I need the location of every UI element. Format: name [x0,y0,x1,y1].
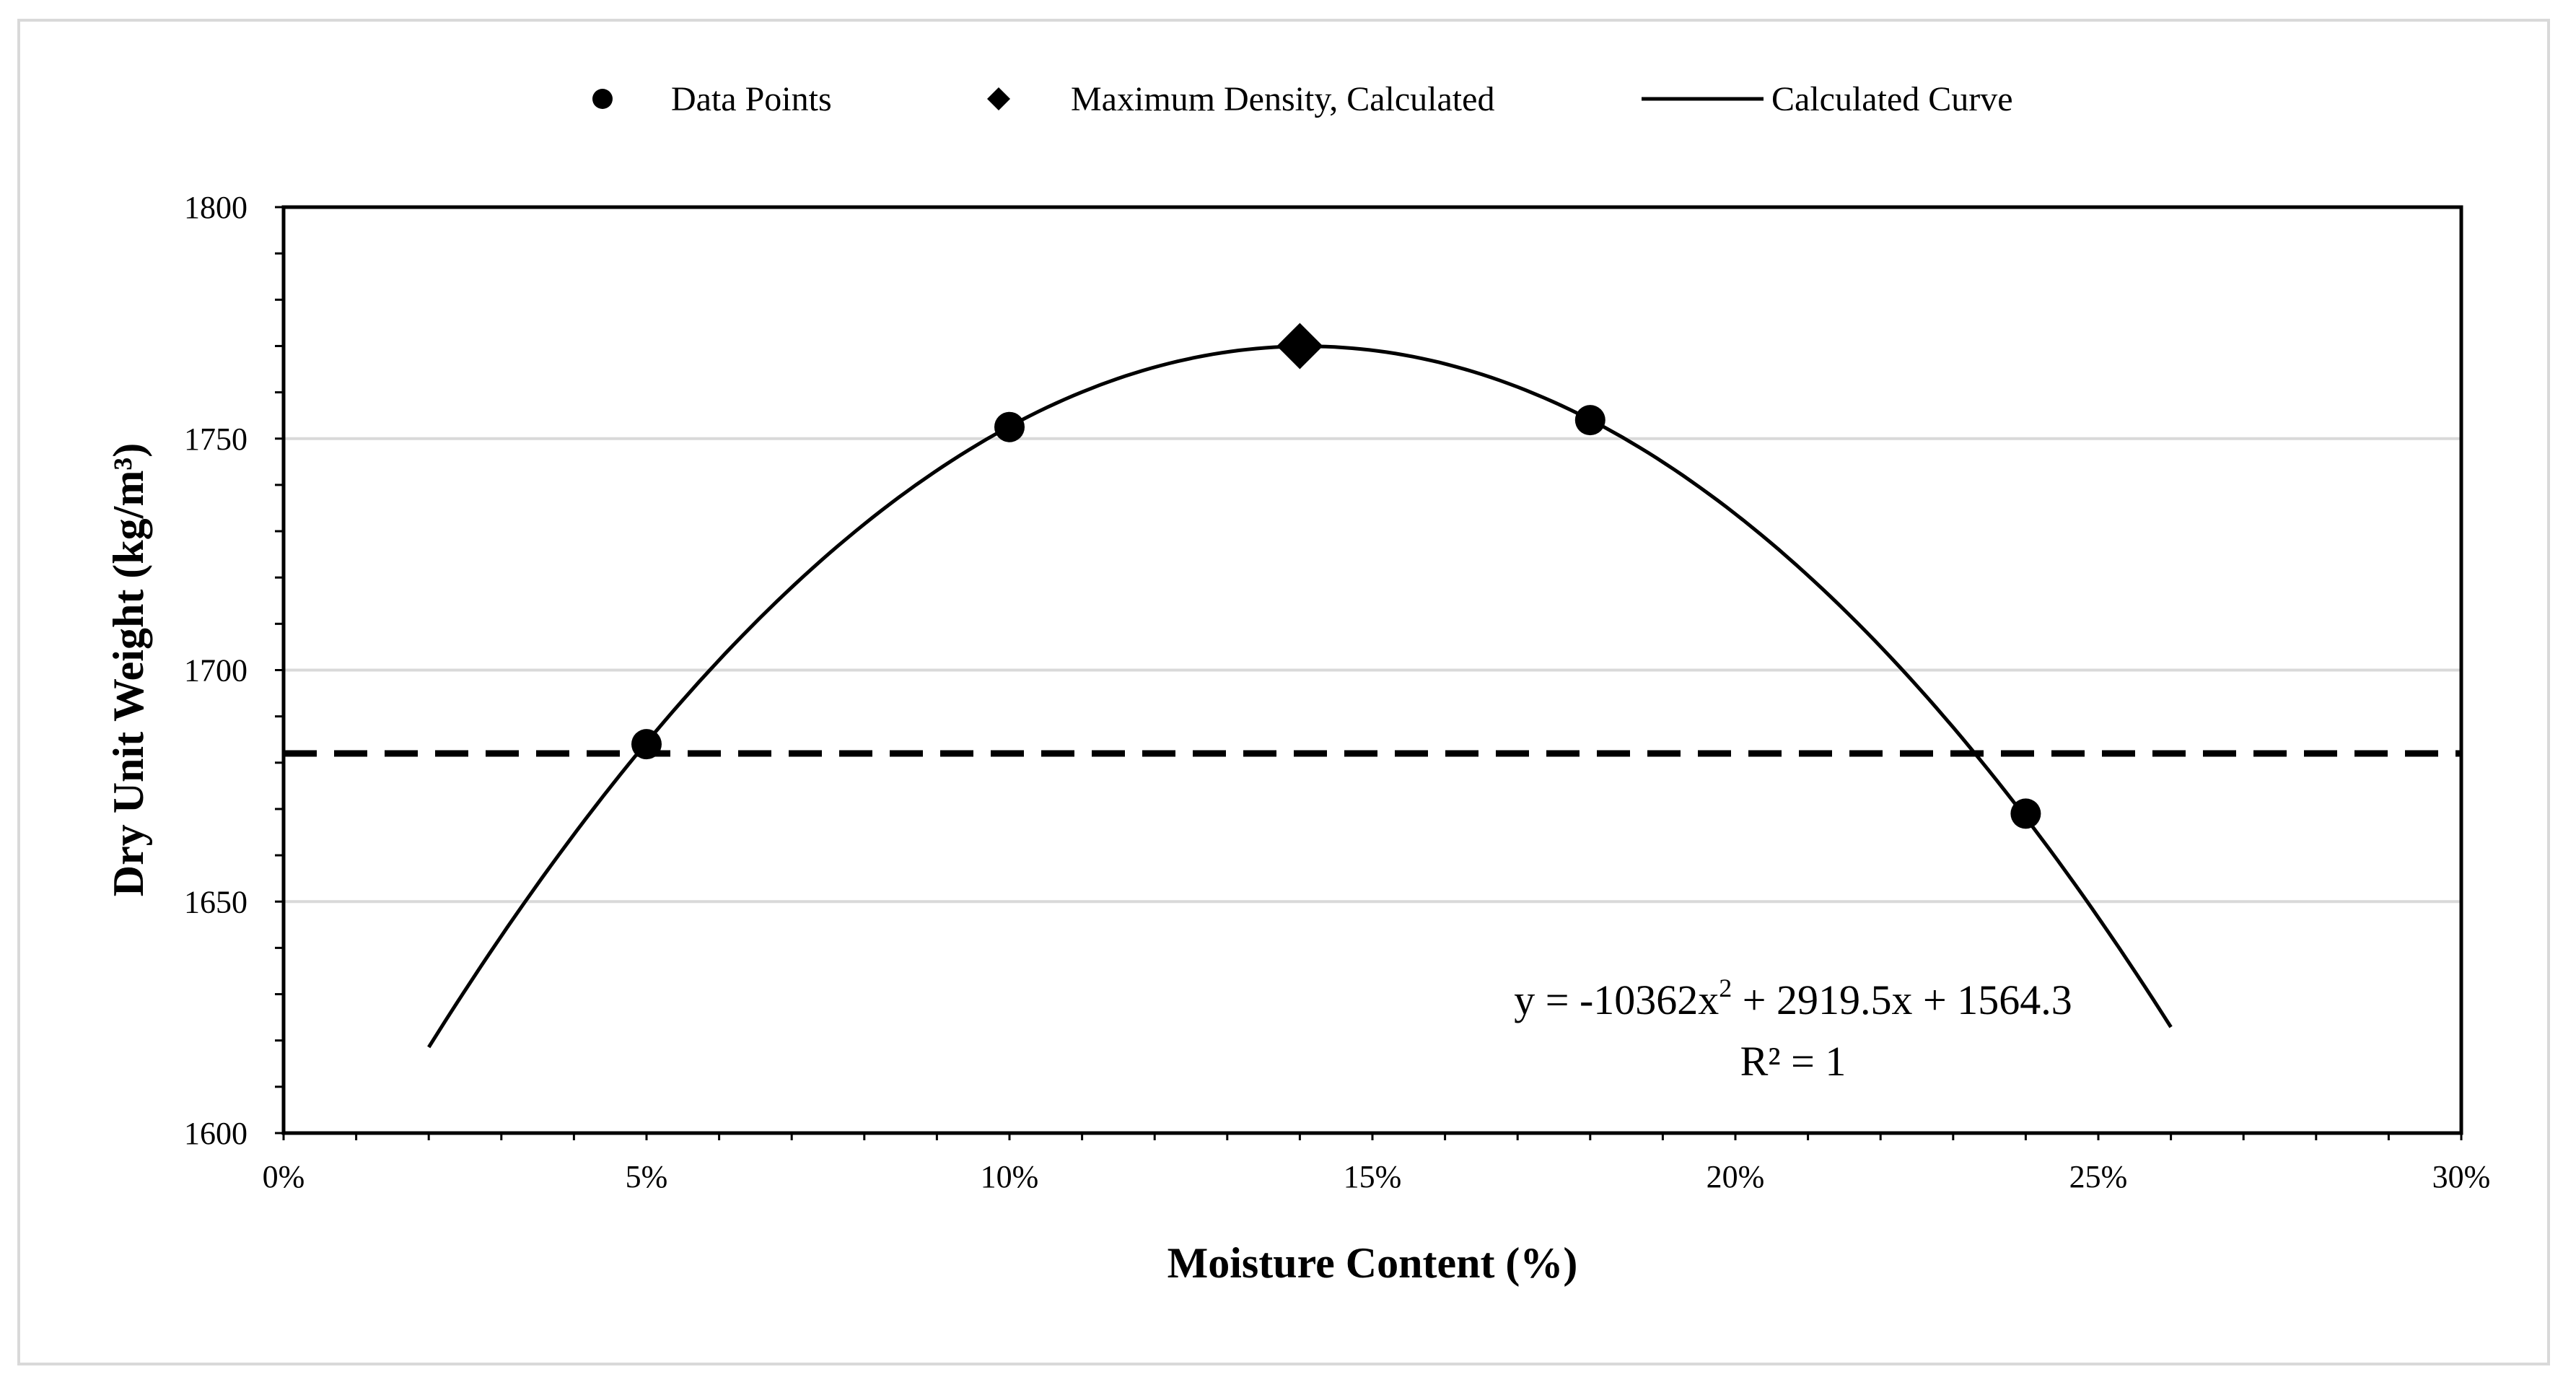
x-tick-label-1: 5% [626,1159,668,1194]
x-tick-label-6: 30% [2432,1159,2491,1194]
gridlines [284,437,2461,904]
max-density-point-0 [1276,323,1323,370]
legend-data-points-label: Data Points [671,80,832,118]
trendline-equation: y = -10362x2 + 2919.5x + 1564.3 [1514,974,2072,1023]
y-axis-tick-labels: 1600 1650 1700 1750 1800 [184,190,247,1151]
x-tick-label-2: 10% [981,1159,1039,1194]
legend: Data Points Maximum Density, Calculated … [592,80,2013,118]
y-axis-title: Dry Unit Weight (kg/m³) [105,443,152,897]
legend-curve-label: Calculated Curve [1771,80,2013,118]
r-squared-label: R² = 1 [1740,1038,1846,1085]
y-tick-label-0: 1600 [184,1116,247,1151]
x-axis-tick-labels: 0% 5% 10% 15% 20% 25% 30% [263,1159,2491,1194]
data-points [631,405,2041,829]
equation-prefix: y = -10362x [1514,976,1719,1023]
x-tick-label-5: 25% [2069,1159,2128,1194]
y-tick-label-2: 1700 [184,653,247,689]
y-axis-minor-ticks [275,206,284,1135]
x-axis-title: Moisture Content (%) [1167,1239,1578,1287]
data-point-0 [631,729,662,760]
data-point-2 [1574,405,1605,436]
calculated-curve [427,344,2173,1049]
y-tick-label-4: 1800 [184,190,247,225]
chart-frame [17,19,2550,1365]
legend-data-points-marker [592,89,613,109]
x-tick-label-3: 15% [1344,1159,1402,1194]
x-tick-label-0: 0% [263,1159,305,1194]
legend-max-density-marker [987,87,1010,110]
equation-exponent: 2 [1719,974,1732,1002]
data-point-3 [2010,798,2041,829]
y-tick-label-1: 1650 [184,884,247,919]
x-tick-label-4: 20% [1707,1159,1765,1194]
y-tick-label-3: 1750 [184,421,247,457]
data-point-1 [994,411,1025,442]
equation-suffix: + 2919.5x + 1564.3 [1732,976,2072,1023]
x-axis-minor-ticks [282,1133,2463,1140]
max-density-points [1276,323,1323,370]
legend-max-density-label: Maximum Density, Calculated [1071,80,1494,118]
